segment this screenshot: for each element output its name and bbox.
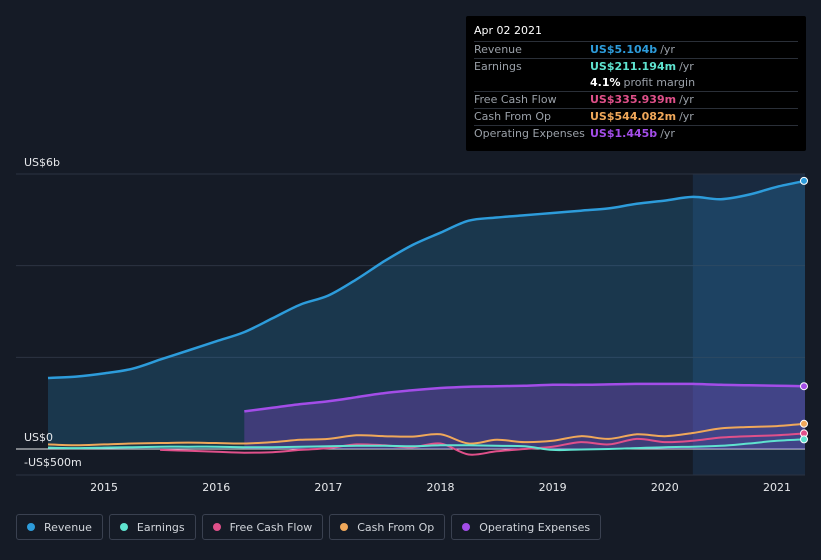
tooltip-row-label: Cash From Op — [474, 110, 552, 123]
legend-dot-icon — [27, 523, 35, 531]
tooltip-row-label: Free Cash Flow — [474, 93, 557, 106]
legend-label: Earnings — [136, 520, 185, 534]
earnings-line — [47, 438, 806, 452]
tooltip-row-label: Revenue — [474, 43, 522, 56]
tooltip-row: Earnings US$211.194m/yr — [474, 58, 798, 75]
x-tick-label: 2019 — [539, 481, 567, 494]
revenue-area — [48, 180, 805, 449]
x-tick-label: 2021 — [763, 481, 791, 494]
tooltip-row-unit: /yr — [679, 110, 694, 123]
legend-dot-icon — [462, 523, 471, 531]
x-tick-label: 2020 — [651, 481, 679, 494]
tooltip-row-unit: profit margin — [623, 76, 696, 89]
tooltip-rows: Revenue US$5.104b/yr Earnings US$211.194m/y… — [474, 41, 798, 142]
tooltip-row-unit: /yr — [679, 93, 694, 106]
tooltip-row-unit: /yr — [679, 60, 694, 73]
earnings-endpoint — [800, 435, 808, 444]
tooltip-row: 4.1% profit margin — [474, 75, 798, 91]
operating-expenses-area — [244, 383, 806, 449]
tooltip-row: Operating Expenses US$1.445b/yr — [474, 125, 798, 142]
legend-item[interactable]: Free Cash Flow — [201, 514, 324, 540]
y-axis-label-zero: US$0 — [24, 431, 53, 444]
y-axis-label-top: US$6b — [24, 156, 60, 169]
legend-item[interactable]: Cash From Op — [329, 514, 446, 540]
free-cash-flow-line — [160, 432, 806, 456]
legend-label: Free Cash Flow — [229, 520, 313, 534]
tooltip-row-value: 4.1% — [590, 76, 621, 89]
legend-item[interactable]: Earnings — [108, 514, 196, 540]
tooltip-row-unit: /yr — [660, 43, 675, 56]
tooltip-row-value: US$544.082m — [590, 110, 677, 123]
series-endpoints — [800, 176, 808, 444]
series-lines — [47, 179, 806, 456]
legend-item[interactable]: Operating Expenses — [451, 514, 602, 540]
tooltip-row-label: Earnings — [474, 60, 522, 73]
legend-label: Revenue — [44, 520, 92, 534]
plot-background — [16, 163, 805, 475]
grid-lines — [16, 173, 805, 476]
tooltip-panel: Apr 02 2021 Revenue US$5.104b/yr Earnings U… — [466, 16, 806, 151]
x-tick-label: 2018 — [427, 481, 455, 494]
legend-dot-icon — [340, 523, 349, 531]
operating-expenses-endpoint — [800, 382, 808, 391]
revenue-line — [47, 179, 806, 380]
tooltip-row: Cash From Op US$544.082m/yr — [474, 108, 798, 125]
x-tick-label: 2017 — [314, 481, 342, 494]
tooltip-row: Revenue US$5.104b/yr — [474, 41, 798, 58]
tooltip-row-value: US$335.939m — [590, 93, 677, 106]
x-tick-label: 2015 — [90, 481, 118, 494]
cash-from-op-endpoint — [800, 419, 808, 428]
x-axis-ticks: 2015 2016 2017 2018 2019 2020 2021 — [90, 481, 791, 494]
tooltip-row: Free Cash Flow US$335.939m/yr — [474, 91, 798, 108]
cash-from-op-line — [47, 422, 806, 447]
tooltip-row-value: US$211.194m — [590, 60, 677, 73]
legend-dot-icon — [212, 523, 221, 531]
legend-label: Cash From Op — [357, 520, 435, 534]
legend-dot-icon — [119, 523, 128, 531]
operating-expenses-line — [244, 382, 806, 413]
tooltip-row-unit: /yr — [660, 127, 675, 140]
tooltip-row-label: Operating Expenses — [474, 127, 585, 140]
revenue-endpoint — [800, 176, 808, 185]
legend-label: Operating Expenses — [479, 520, 591, 534]
tooltip-row-value: US$1.445b — [590, 127, 658, 140]
legend-item[interactable]: Revenue — [16, 514, 103, 540]
legend: Revenue Earnings Free Cash Flow Cash From O… — [16, 514, 602, 540]
series-fills — [48, 180, 806, 449]
tooltip-row-value: US$5.104b — [590, 43, 658, 56]
y-axis-label-bottom: -US$500m — [24, 456, 82, 469]
x-tick-label: 2016 — [202, 481, 230, 494]
tooltip-date: Apr 02 2021 — [474, 24, 543, 37]
